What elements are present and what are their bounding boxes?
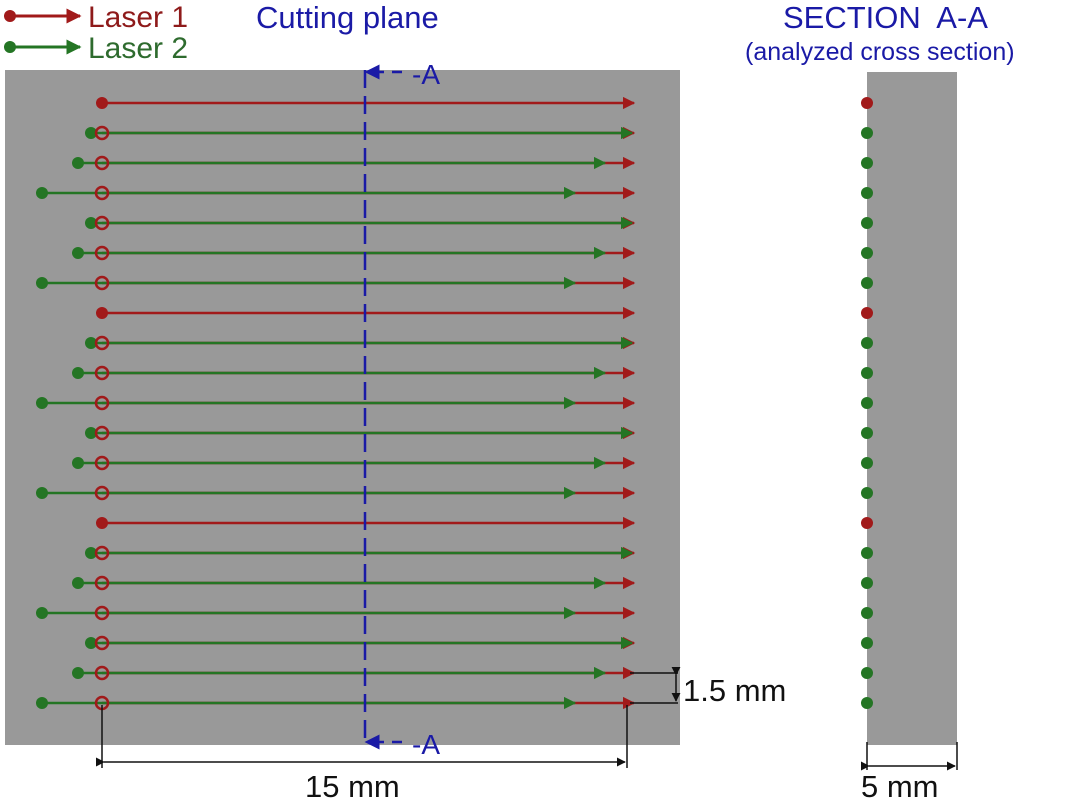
dimension-length-label: 15 mm — [305, 769, 400, 802]
laser1-start-ring — [94, 245, 110, 261]
laser1-start-ring — [94, 215, 110, 231]
laser2-start-dot — [72, 247, 84, 259]
laser1-start-ring — [94, 335, 110, 351]
laser2-start-dot — [85, 127, 97, 139]
laser1-start-ring — [94, 575, 110, 591]
laser1-start-ring — [94, 395, 110, 411]
section-dot-laser2 — [861, 157, 873, 169]
cutting-plane: -A -A — [363, 59, 440, 760]
legend-laser2-dot — [4, 41, 16, 53]
section-dot-laser2 — [861, 427, 873, 439]
section-dot-laser1 — [861, 517, 873, 529]
section-dot-laser1 — [861, 307, 873, 319]
laser2-start-dot — [72, 457, 84, 469]
section-dot-laser2 — [861, 217, 873, 229]
dimension-width: 5 mm — [860, 742, 958, 802]
laser1-start-ring — [94, 185, 110, 201]
cutting-plane-title: Cutting plane — [256, 0, 439, 35]
laser1-start-ring — [94, 425, 110, 441]
laser2-start-dot — [36, 607, 48, 619]
dimension-width-label: 5 mm — [861, 769, 939, 802]
section-dot-laser2 — [861, 337, 873, 349]
laser2-start-dot — [85, 637, 97, 649]
laser1-start-ring — [94, 455, 110, 471]
dimension-spacing-label: 1.5 mm — [683, 673, 786, 708]
laser1-start-ring — [94, 635, 110, 651]
legend: Laser 1 Laser 2 — [4, 1, 188, 65]
section-dot-laser2 — [861, 547, 873, 559]
section-dot-laser2 — [861, 637, 873, 649]
section-dot-laser2 — [861, 697, 873, 709]
dimension-spacing: 1.5 mm — [630, 666, 786, 708]
cutting-plane-marker-top: -A — [412, 59, 440, 90]
laser2-start-dot — [85, 217, 97, 229]
section-dot-laser2 — [861, 367, 873, 379]
laser1-start-ring — [94, 665, 110, 681]
laser1-start-ring — [94, 485, 110, 501]
section-dot-laser1 — [861, 97, 873, 109]
dimension-length: 15 mm — [95, 705, 628, 802]
legend-laser1-dot — [4, 10, 16, 22]
scan-tracks — [36, 96, 636, 711]
section-title: SECTION A-A — [783, 0, 988, 35]
section-dot-laser2 — [861, 397, 873, 409]
laser1-start-ring — [94, 605, 110, 621]
section-dot-laser2 — [861, 127, 873, 139]
laser1-start-ring — [94, 125, 110, 141]
section-dot-laser2 — [861, 277, 873, 289]
laser2-start-dot — [72, 577, 84, 589]
laser1-start-dot — [96, 97, 108, 109]
laser1-start-ring — [94, 275, 110, 291]
laser2-start-dot — [72, 157, 84, 169]
laser2-start-dot — [36, 397, 48, 409]
section-dot-laser2 — [861, 577, 873, 589]
laser2-start-dot — [36, 487, 48, 499]
legend-laser2-label: Laser 2 — [88, 32, 188, 65]
section-dot-laser2 — [861, 667, 873, 679]
section-dot-laser2 — [861, 457, 873, 469]
section-dot-laser2 — [861, 487, 873, 499]
section-dot-laser2 — [861, 607, 873, 619]
laser2-start-dot — [72, 367, 84, 379]
section-dot-laser2 — [861, 247, 873, 259]
laser2-start-dot — [36, 187, 48, 199]
laser1-start-ring — [94, 155, 110, 171]
section-dots — [861, 97, 873, 709]
laser1-start-dot — [96, 517, 108, 529]
section-subtitle: (analyzed cross section) — [745, 38, 1015, 66]
legend-laser1-label: Laser 1 — [88, 1, 188, 34]
laser2-start-dot — [85, 547, 97, 559]
laser2-start-dot — [36, 277, 48, 289]
section-dot-laser2 — [861, 187, 873, 199]
cutting-plane-marker-bottom: -A — [412, 729, 440, 760]
laser2-start-dot — [85, 427, 97, 439]
section-plate — [867, 72, 957, 745]
laser2-start-dot — [36, 697, 48, 709]
laser1-start-dot — [96, 307, 108, 319]
laser2-start-dot — [72, 667, 84, 679]
laser2-start-dot — [85, 337, 97, 349]
laser1-start-ring — [94, 365, 110, 381]
laser1-start-ring — [94, 545, 110, 561]
